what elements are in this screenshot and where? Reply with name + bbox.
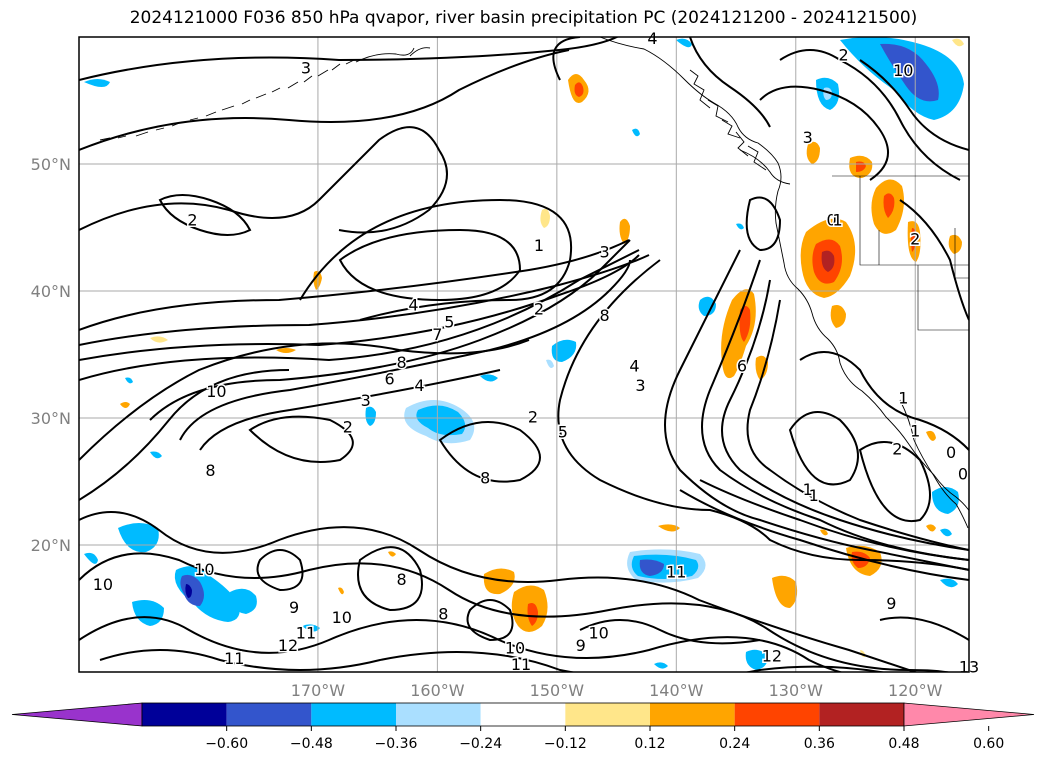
contour-label: 2 bbox=[892, 439, 902, 458]
colorbar-tick-label: −0.12 bbox=[544, 736, 587, 752]
contour-label: 8 bbox=[600, 306, 610, 325]
contour-label: 4 bbox=[408, 296, 418, 315]
colorbar-segment bbox=[650, 703, 735, 726]
latitude-label: 30°N bbox=[31, 409, 71, 428]
contour-label: 2 bbox=[838, 46, 848, 65]
colorbar-segment bbox=[819, 703, 904, 726]
contour-label: 8 bbox=[205, 461, 215, 480]
longitude-label: 140°W bbox=[649, 681, 704, 700]
contour-label: 2 bbox=[534, 300, 544, 319]
contour-label: 10 bbox=[194, 560, 214, 579]
longitude-label: 130°W bbox=[769, 681, 824, 700]
contour-label: 11 bbox=[511, 655, 531, 674]
longitude-label: 150°W bbox=[530, 681, 585, 700]
colorbar-segment bbox=[734, 703, 820, 726]
humidity-contours bbox=[79, 37, 969, 672]
contour-label: 1 bbox=[832, 211, 842, 230]
colorbar-segment bbox=[565, 703, 650, 726]
contour-label: 7 bbox=[432, 325, 442, 344]
contour-label: 2 bbox=[343, 418, 353, 437]
contour-label: 6 bbox=[737, 357, 747, 376]
contour-label: 4 bbox=[647, 29, 657, 48]
colorbar-tick-label: 0.36 bbox=[804, 736, 835, 752]
longitude-label: 170°W bbox=[291, 681, 346, 700]
contour-label: 8 bbox=[438, 604, 448, 623]
colorbar-extend-low bbox=[11, 702, 143, 727]
contour-label: 4 bbox=[629, 357, 639, 376]
contour-label: 9 bbox=[886, 594, 896, 613]
contour-label: 9 bbox=[289, 598, 299, 617]
contour-label: 2 bbox=[187, 211, 197, 230]
contour-label: 11 bbox=[296, 623, 316, 642]
colorbar-segment bbox=[142, 703, 227, 726]
longitude-label: 160°W bbox=[410, 681, 465, 700]
contour-label: 10 bbox=[893, 61, 913, 80]
contour-label: 3 bbox=[301, 58, 311, 77]
contour-label: 0 bbox=[946, 443, 956, 462]
contour-label: 12 bbox=[278, 636, 298, 655]
contour-label: 11 bbox=[224, 649, 244, 668]
contour-label: 10 bbox=[206, 382, 226, 401]
map-title: 2024121000 F036 850 hPa qvapor, river ba… bbox=[129, 8, 918, 28]
contour-label: 10 bbox=[332, 608, 352, 627]
contour-label: 8 bbox=[480, 468, 490, 487]
contour-label: 2 bbox=[528, 408, 538, 427]
contour-label: 8 bbox=[396, 353, 406, 372]
contour-label: 3 bbox=[361, 391, 371, 410]
contour-label: 3 bbox=[635, 376, 645, 395]
colorbar-tick-label: 0.24 bbox=[719, 736, 750, 752]
longitude-label: 120°W bbox=[888, 681, 943, 700]
latitude-label: 40°N bbox=[31, 282, 71, 301]
contour-label: 12 bbox=[762, 646, 782, 665]
contour-label: 11 bbox=[666, 562, 686, 581]
colorbar-tick-label: −0.36 bbox=[375, 736, 418, 752]
colorbar-tick-label: −0.48 bbox=[290, 736, 333, 752]
latitude-labels: 50°N 40°N 30°N 20°N bbox=[31, 155, 71, 555]
contour-label: 1 bbox=[809, 486, 819, 505]
contour-label: 10 bbox=[93, 575, 113, 594]
contour-label: 0 bbox=[958, 465, 968, 484]
latitude-label: 20°N bbox=[31, 536, 71, 555]
contour-label: 1 bbox=[803, 480, 813, 499]
colorbar-segment bbox=[480, 703, 566, 726]
graticule bbox=[79, 37, 969, 672]
contour-label: 8 bbox=[396, 570, 406, 589]
contour-label: 9 bbox=[576, 636, 586, 655]
colorbar-segment bbox=[226, 703, 312, 726]
colorbar-extend-high bbox=[903, 702, 1035, 727]
contour-label: 1 bbox=[910, 421, 920, 440]
contour-label: 1 bbox=[534, 236, 544, 255]
colorbar-tick-label: −0.60 bbox=[205, 736, 248, 752]
colorbar-segment bbox=[396, 703, 481, 726]
colorbar-tick-label: 0.12 bbox=[634, 736, 665, 752]
contour-label: 1 bbox=[898, 388, 908, 407]
contour-label: 3 bbox=[600, 242, 610, 261]
coastline bbox=[99, 37, 969, 529]
contour-label: 10 bbox=[588, 623, 608, 642]
contour-label: 0 bbox=[827, 211, 837, 230]
colorbar-tick-label: 0.60 bbox=[973, 736, 1004, 752]
colorbar bbox=[11, 702, 1035, 727]
contour-label: 6 bbox=[385, 369, 395, 388]
colorbar-segment bbox=[311, 703, 396, 726]
contour-label: 10 bbox=[505, 639, 525, 658]
colorbar-tick-label: −0.24 bbox=[459, 736, 502, 752]
contour-label: 5 bbox=[558, 423, 568, 442]
colorbar-tick-label: 0.48 bbox=[888, 736, 919, 752]
contour-label: 3 bbox=[803, 128, 813, 147]
contour-label: 2 bbox=[910, 230, 920, 249]
colorbar-tick-labels: −0.60 −0.48 −0.36 −0.24 −0.12 0.12 0.24 0.36 0.4… bbox=[205, 726, 1004, 752]
map-frame bbox=[78, 36, 970, 673]
latitude-label: 50°N bbox=[31, 155, 71, 174]
contour-label: 4 bbox=[414, 376, 424, 395]
contour-label: 5 bbox=[444, 312, 454, 331]
longitude-labels: 170°W 160°W 150°W 140°W 130°W 120°W bbox=[291, 681, 943, 700]
